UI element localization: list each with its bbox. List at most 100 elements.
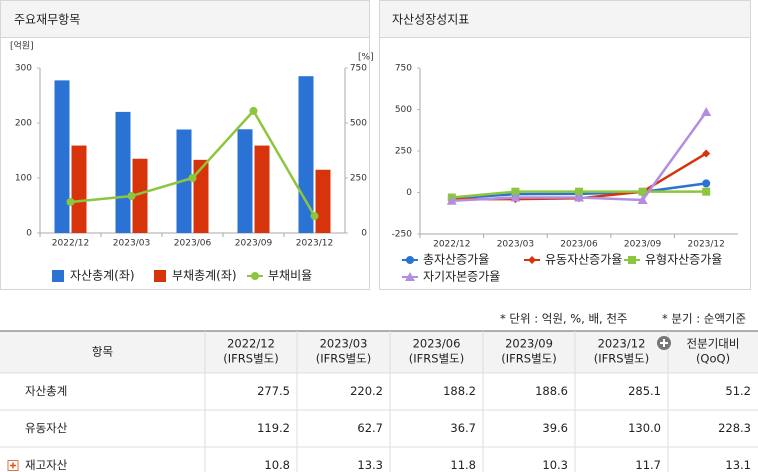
table-header: (IFRS별도)	[316, 352, 371, 366]
y-tick-label: 750	[395, 64, 412, 74]
basis-note: * 분기 : 순액기준	[662, 312, 746, 326]
table-header: 2023/06	[413, 337, 461, 351]
y2-tick-label: 750	[350, 64, 367, 74]
legend-label: 자산총계(좌)	[70, 269, 135, 283]
table-header: (IFRS별도)	[223, 352, 278, 366]
x-tick-label: 2023/12	[688, 240, 725, 250]
unit-note: * 단위 : 억원, %, 배, 천주	[500, 312, 628, 326]
marker	[310, 212, 319, 221]
x-tick-label: 2023/12	[296, 239, 333, 249]
row-label: 유동자산	[25, 421, 68, 435]
legend-marker	[528, 256, 536, 264]
bar	[115, 111, 131, 233]
cell: 10.8	[264, 458, 290, 472]
legend-label: 자기자본증가율	[423, 270, 500, 284]
bar	[132, 158, 148, 233]
cell: 119.2	[257, 421, 290, 435]
add-button-icon	[660, 339, 668, 347]
legend-label: 유동자산증가율	[545, 253, 622, 267]
legend-swatch	[154, 270, 166, 282]
x-tick-label: 2022/12	[52, 239, 89, 249]
y-tick-label: 100	[15, 174, 32, 184]
legend-marker	[406, 256, 414, 264]
y-tick-label: 300	[15, 64, 32, 74]
marker	[127, 192, 136, 201]
x-tick-label: 2023/03	[497, 240, 534, 250]
cell: 11.7	[635, 458, 661, 472]
marker	[702, 187, 711, 196]
bar	[193, 159, 209, 233]
table-header: 전분기대비	[687, 337, 740, 351]
cell: 228.3	[718, 421, 751, 435]
bar	[71, 145, 87, 233]
cell: 130.0	[628, 421, 661, 435]
table-header-bg	[0, 331, 758, 373]
bar	[54, 80, 70, 233]
y-tick-label: -250	[392, 230, 413, 240]
marker	[638, 187, 647, 196]
y-tick-label: 250	[395, 147, 412, 157]
marker	[510, 192, 521, 202]
cell: 62.7	[357, 421, 383, 435]
y2-tick-label: 0	[361, 229, 367, 239]
marker	[701, 106, 712, 116]
y2-tick-label: 500	[350, 119, 367, 129]
marker	[446, 195, 457, 205]
table-header: 2022/12	[227, 337, 275, 351]
y-axis-label: [억원]	[10, 40, 34, 52]
x-tick-label: 2022/12	[433, 240, 470, 250]
marker	[249, 106, 258, 115]
row-label: 재고자산	[25, 458, 68, 472]
marker	[702, 179, 711, 188]
cell: 13.1	[725, 458, 751, 472]
legend-label: 부채총계(좌)	[172, 269, 237, 283]
table-header: 2023/09	[505, 337, 553, 351]
legend-label: 총자산증가율	[423, 253, 489, 267]
legend-marker	[628, 256, 636, 264]
y-tick-label: 0	[26, 229, 32, 239]
panel-header	[379, 0, 751, 38]
panel-header	[0, 0, 370, 38]
marker	[702, 149, 711, 158]
cell: 188.6	[535, 384, 568, 398]
marker	[574, 192, 584, 202]
x-tick-label: 2023/09	[624, 240, 662, 250]
table-header: 2023/12	[598, 337, 646, 351]
x-tick-label: 2023/06	[174, 239, 212, 249]
table-header: (QoQ)	[696, 352, 730, 366]
panel-title: 주요재무항목	[14, 13, 80, 27]
legend-marker	[405, 272, 415, 281]
cell: 220.2	[350, 384, 383, 398]
legend-swatch	[52, 270, 64, 282]
table-header: 2023/03	[320, 337, 368, 351]
cell: 277.5	[257, 384, 290, 398]
marker	[188, 174, 197, 182]
bar	[237, 129, 253, 233]
marker	[637, 194, 648, 204]
x-tick-label: 2023/06	[560, 240, 598, 250]
x-tick-label: 2023/03	[113, 239, 150, 249]
bar	[315, 169, 331, 233]
bar	[254, 145, 270, 233]
x-tick-label: 2023/09	[235, 239, 273, 249]
table-header: (IFRS별도)	[594, 352, 649, 366]
legend-marker	[251, 272, 259, 280]
cell: 11.8	[450, 458, 476, 472]
y2-axis-label: [%]	[358, 53, 374, 63]
y-tick-label: 500	[395, 105, 412, 115]
cell: 39.6	[542, 421, 568, 435]
marker	[511, 187, 520, 196]
y2-tick-label: 250	[350, 174, 367, 184]
legend-label: 유형자산증가율	[645, 253, 722, 267]
cell: 188.2	[443, 384, 476, 398]
cell: 51.2	[725, 384, 751, 398]
y-tick-label: 0	[406, 188, 412, 198]
cell: 13.3	[357, 458, 383, 472]
cell: 10.3	[542, 458, 568, 472]
expand-icon	[10, 462, 16, 469]
panel-title: 자산성장성지표	[392, 13, 469, 27]
legend-label: 부채비율	[268, 269, 312, 283]
table-header: 항목	[92, 345, 113, 359]
marker	[575, 187, 583, 196]
